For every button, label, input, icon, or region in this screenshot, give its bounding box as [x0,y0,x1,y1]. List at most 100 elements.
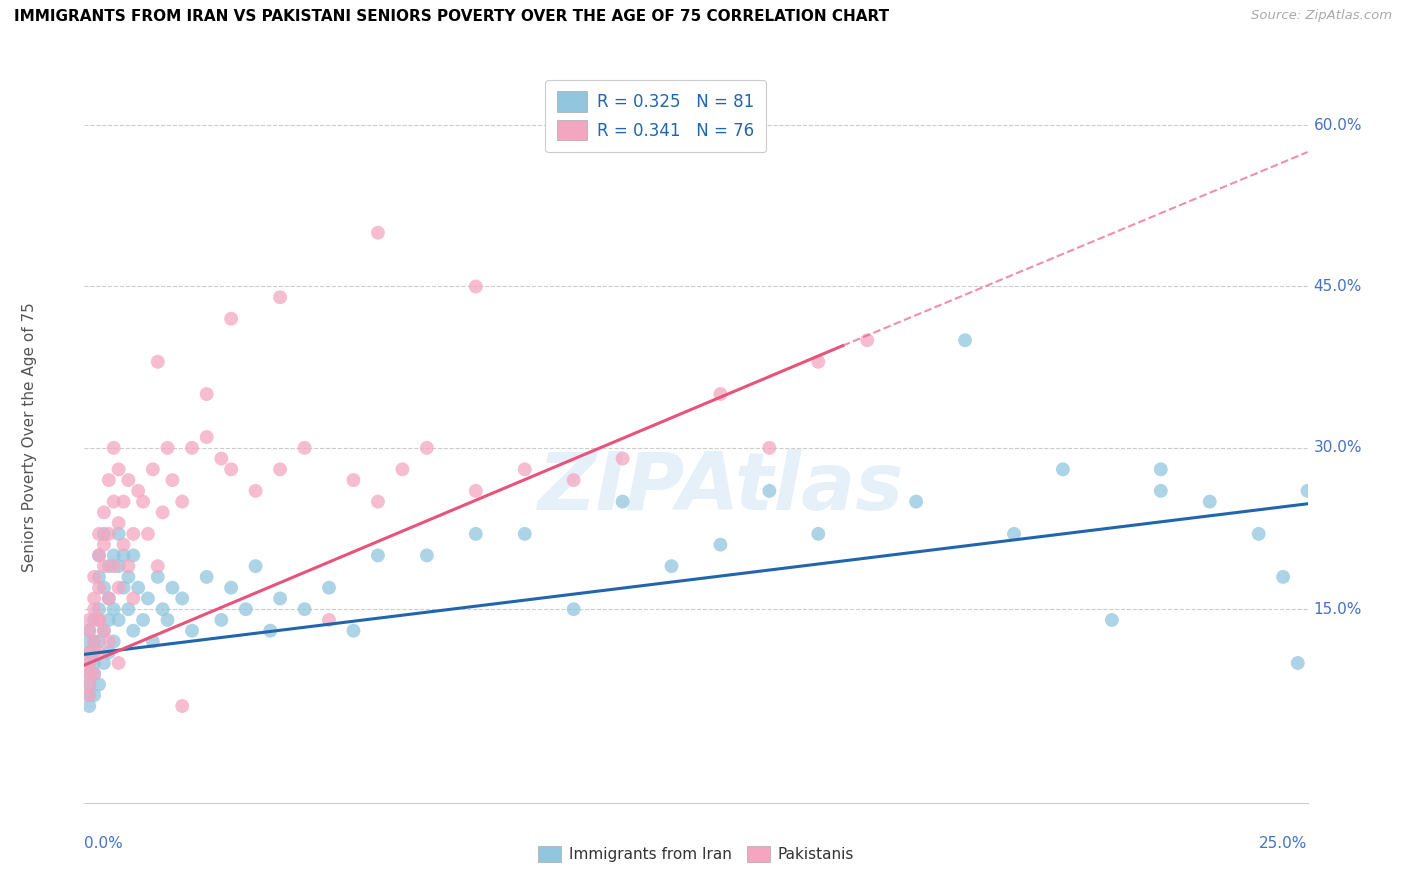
Point [1150,462,1173,476]
Point [87,645,110,659]
Point [318,613,340,627]
Point [905,494,928,508]
Point [93,538,115,552]
Text: 0.0%: 0.0% [84,836,124,851]
Text: Source: ZipAtlas.com: Source: ZipAtlas.com [1251,9,1392,22]
Point [77,645,100,659]
Point [93,559,115,574]
Point [259,624,281,638]
Point [77,613,100,627]
Point [87,613,110,627]
Point [97,559,120,574]
Point [162,581,184,595]
Point [709,387,731,401]
Text: Seniors Poverty Over the Age of 75: Seniors Poverty Over the Age of 75 [22,302,37,572]
Point [856,333,879,347]
Point [172,698,194,713]
Point [342,624,364,638]
Point [464,527,486,541]
Point [513,527,536,541]
Point [612,494,634,508]
Point [661,559,683,574]
Point [367,226,389,240]
Text: ZIPAtlas: ZIPAtlas [537,450,904,527]
Point [127,483,149,498]
Point [83,613,105,627]
Point [97,591,120,606]
Point [513,462,536,476]
Point [269,290,291,304]
Point [87,613,110,627]
Point [117,602,139,616]
Point [97,591,120,606]
Point [1247,527,1270,541]
Point [195,430,218,444]
Point [156,613,179,627]
Point [122,549,145,563]
Point [464,279,486,293]
Point [132,494,155,508]
Point [97,527,120,541]
Point [103,602,125,616]
Point [117,473,139,487]
Point [112,549,135,563]
Point [127,581,149,595]
Point [269,591,291,606]
Point [97,634,120,648]
Point [562,473,585,487]
Point [152,602,174,616]
Point [294,441,316,455]
Point [142,462,165,476]
Text: IMMIGRANTS FROM IRAN VS PAKISTANI SENIORS POVERTY OVER THE AGE OF 75 CORRELATION: IMMIGRANTS FROM IRAN VS PAKISTANI SENIOR… [14,9,889,24]
Point [122,527,145,541]
Point [758,483,780,498]
Point [93,505,115,519]
Point [152,505,174,519]
Point [146,570,169,584]
Text: 25.0%: 25.0% [1260,836,1308,851]
Point [83,602,105,616]
Point [103,549,125,563]
Point [83,688,105,702]
Point [1296,483,1319,498]
Point [87,570,110,584]
Point [136,591,159,606]
Point [77,624,100,638]
Point [77,698,100,713]
Point [77,688,100,702]
Point [77,688,100,702]
Point [77,677,100,691]
Text: 45.0%: 45.0% [1313,279,1362,294]
Point [269,462,291,476]
Point [93,624,115,638]
Point [103,559,125,574]
Point [93,581,115,595]
Point [93,527,115,541]
Point [219,581,242,595]
Point [83,666,105,681]
Point [318,581,340,595]
Point [181,441,204,455]
Point [209,613,232,627]
Point [122,591,145,606]
Point [112,581,135,595]
Point [953,333,976,347]
Point [758,441,780,455]
Point [1002,527,1025,541]
Point [83,656,105,670]
Point [107,516,129,530]
Point [83,645,105,659]
Point [219,462,242,476]
Point [103,441,125,455]
Point [87,602,110,616]
Point [77,656,100,670]
Point [146,559,169,574]
Point [87,581,110,595]
Point [103,634,125,648]
Point [77,677,100,691]
Point [807,355,830,369]
Point [117,559,139,574]
Point [245,559,267,574]
Point [416,441,439,455]
Text: 30.0%: 30.0% [1313,441,1362,455]
